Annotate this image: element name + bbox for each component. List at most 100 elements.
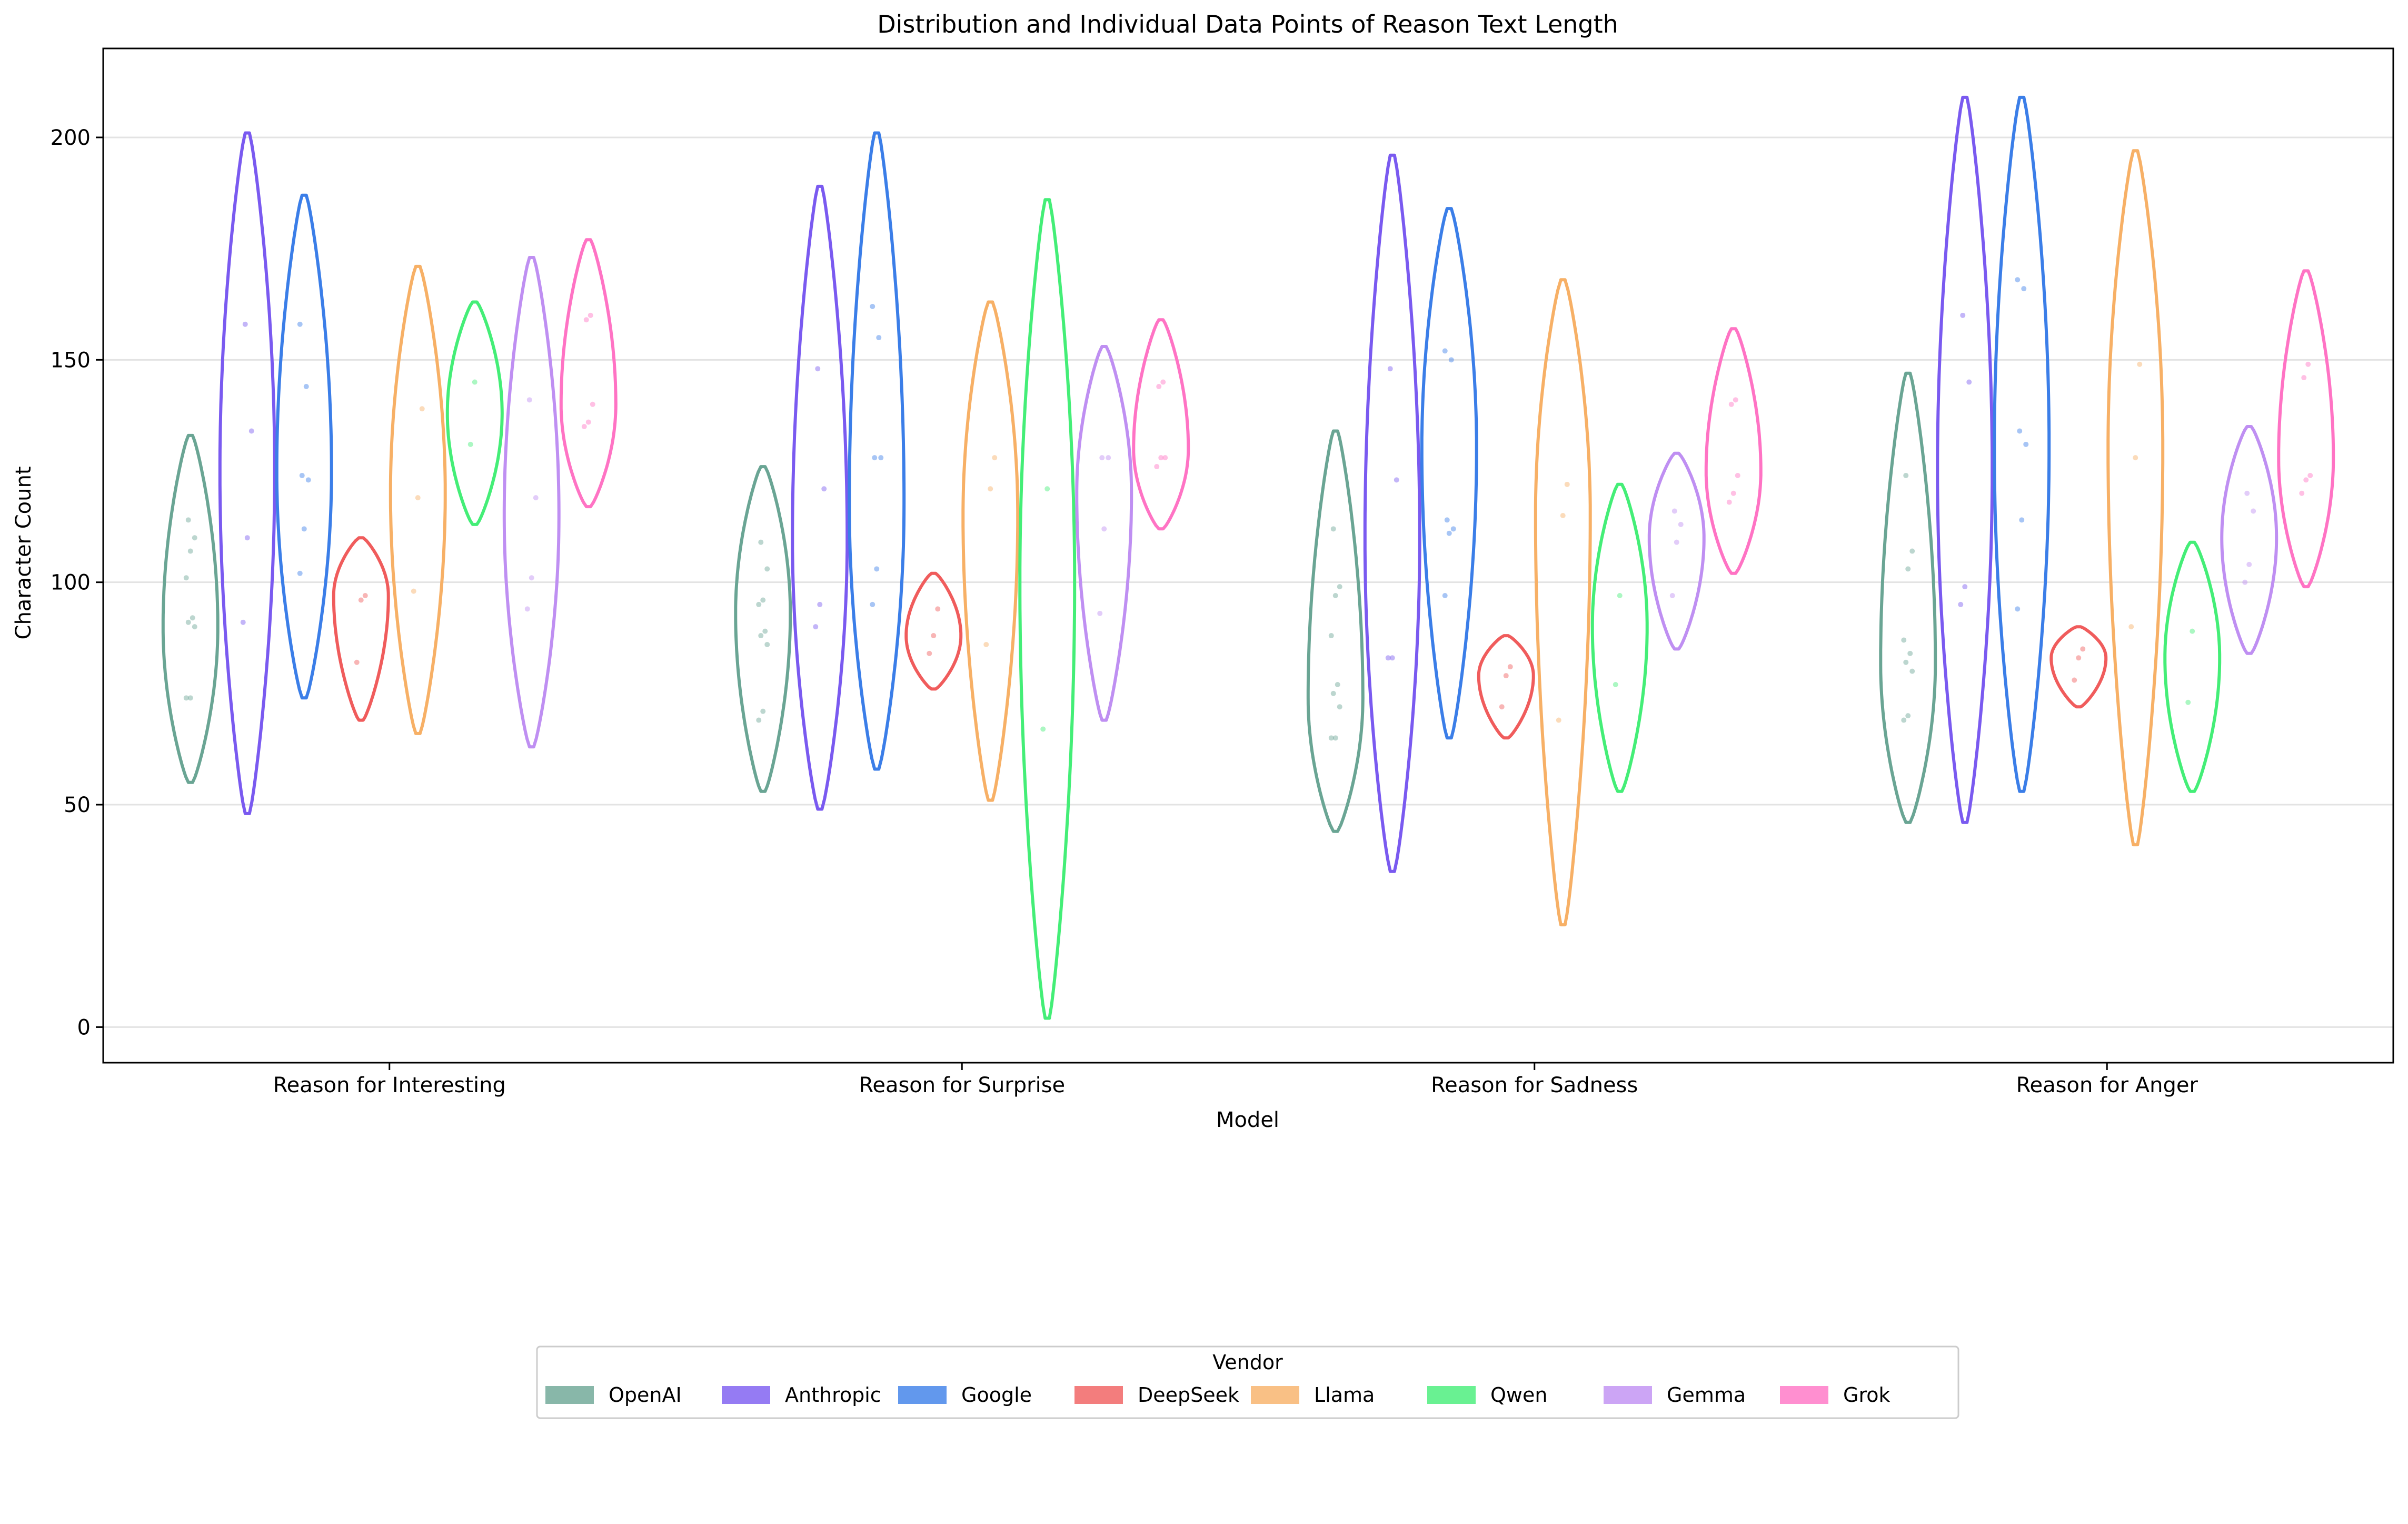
violin-openai-2	[734, 465, 792, 793]
plot-frame	[102, 47, 2394, 1064]
data-point	[2301, 375, 2307, 381]
violin-outline	[1879, 371, 1937, 824]
data-point	[1909, 668, 1915, 674]
violin-outline	[1647, 451, 1706, 651]
data-point	[2072, 677, 2077, 683]
data-point	[1332, 735, 1338, 741]
data-point	[1730, 490, 1736, 496]
data-point	[192, 535, 197, 541]
data-point	[817, 601, 823, 607]
violin-outline	[1075, 345, 1133, 722]
data-point	[415, 495, 421, 501]
violin-outline	[2277, 269, 2335, 589]
violin-outline	[1590, 482, 1649, 793]
data-point	[760, 708, 766, 714]
violin-outline	[218, 131, 276, 815]
violin-outline	[1363, 153, 1421, 873]
violin-outline	[1420, 207, 1478, 740]
data-point	[2305, 361, 2311, 367]
data-point	[524, 606, 530, 612]
violin-qwen-2	[1018, 198, 1077, 1020]
data-point	[1162, 455, 1168, 461]
data-point	[935, 606, 941, 612]
data-point	[762, 628, 768, 634]
data-point	[1446, 530, 1452, 536]
legend-swatch	[1074, 1386, 1123, 1404]
data-point	[1156, 384, 1162, 389]
data-point	[1099, 455, 1105, 461]
data-point	[764, 566, 770, 572]
violin-llama-1	[389, 264, 447, 735]
data-point	[876, 335, 882, 341]
legend-item-grok: Grok	[1780, 1383, 1890, 1407]
violin-outline	[332, 536, 390, 722]
data-point	[411, 588, 416, 594]
data-point	[248, 428, 254, 434]
data-point	[764, 641, 770, 647]
data-point	[1448, 357, 1454, 363]
data-point	[2133, 455, 2138, 461]
data-point	[2251, 508, 2256, 514]
violin-outline	[445, 300, 504, 526]
legend-item-llama: Llama	[1251, 1383, 1375, 1407]
data-point	[1387, 366, 1393, 372]
data-point	[1337, 704, 1342, 710]
data-point	[1154, 464, 1160, 470]
violin-gemma-2	[1075, 345, 1133, 722]
data-point	[1097, 610, 1103, 616]
data-point	[1962, 584, 1968, 590]
legend-items: OpenAI Anthropic Google DeepSeek Llama Qwen Ge…	[545, 1383, 1890, 1407]
y-tick-label: 100	[51, 571, 91, 595]
data-point	[297, 321, 303, 327]
violin-openai-4	[1879, 371, 1937, 824]
legend-label: Grok	[1843, 1383, 1890, 1407]
legend-title: Vendor	[1212, 1351, 1283, 1374]
x-tick-label: Reason for Interesting	[273, 1073, 506, 1097]
violin-outline	[904, 571, 963, 691]
data-point	[2019, 517, 2025, 523]
violin-google-1	[275, 193, 333, 700]
data-point	[992, 455, 998, 461]
violin-outline	[502, 256, 561, 749]
data-point	[2128, 624, 2134, 630]
violin-outline	[848, 131, 906, 771]
data-point	[1328, 633, 1334, 639]
violin-deepseek-2	[904, 571, 963, 691]
data-point	[301, 526, 307, 532]
x-tick-label: Reason for Sadness	[1431, 1073, 1638, 1097]
data-point	[472, 379, 477, 385]
data-point	[305, 477, 311, 483]
data-point	[1735, 472, 1740, 478]
data-point	[2190, 628, 2195, 634]
data-point	[870, 303, 875, 309]
violin-qwen-1	[445, 300, 504, 526]
data-point	[2307, 472, 2313, 478]
violin-gemma-3	[1647, 451, 1706, 651]
data-point	[588, 312, 593, 318]
violin-anthropic-1	[218, 131, 276, 815]
data-point	[187, 548, 193, 554]
violin-llama-3	[1534, 278, 1592, 927]
data-point	[1564, 481, 1570, 487]
data-point	[2244, 490, 2250, 496]
data-point	[242, 321, 248, 327]
data-point	[1444, 517, 1450, 523]
data-point	[1158, 455, 1164, 461]
violin-outline	[1477, 634, 1535, 740]
data-point	[878, 455, 884, 461]
data-point	[1903, 659, 1909, 665]
data-point	[2137, 361, 2143, 367]
data-point	[585, 419, 591, 425]
legend-label: DeepSeek	[1138, 1383, 1239, 1407]
violin-grok-4	[2277, 269, 2335, 589]
data-point	[1442, 348, 1448, 354]
data-point	[1160, 379, 1166, 385]
violin-google-3	[1420, 207, 1478, 740]
violin-openai-1	[161, 433, 220, 784]
data-point	[1726, 499, 1732, 505]
data-point	[190, 615, 195, 621]
data-point	[2185, 699, 2191, 705]
violin-outline	[2163, 540, 2222, 793]
